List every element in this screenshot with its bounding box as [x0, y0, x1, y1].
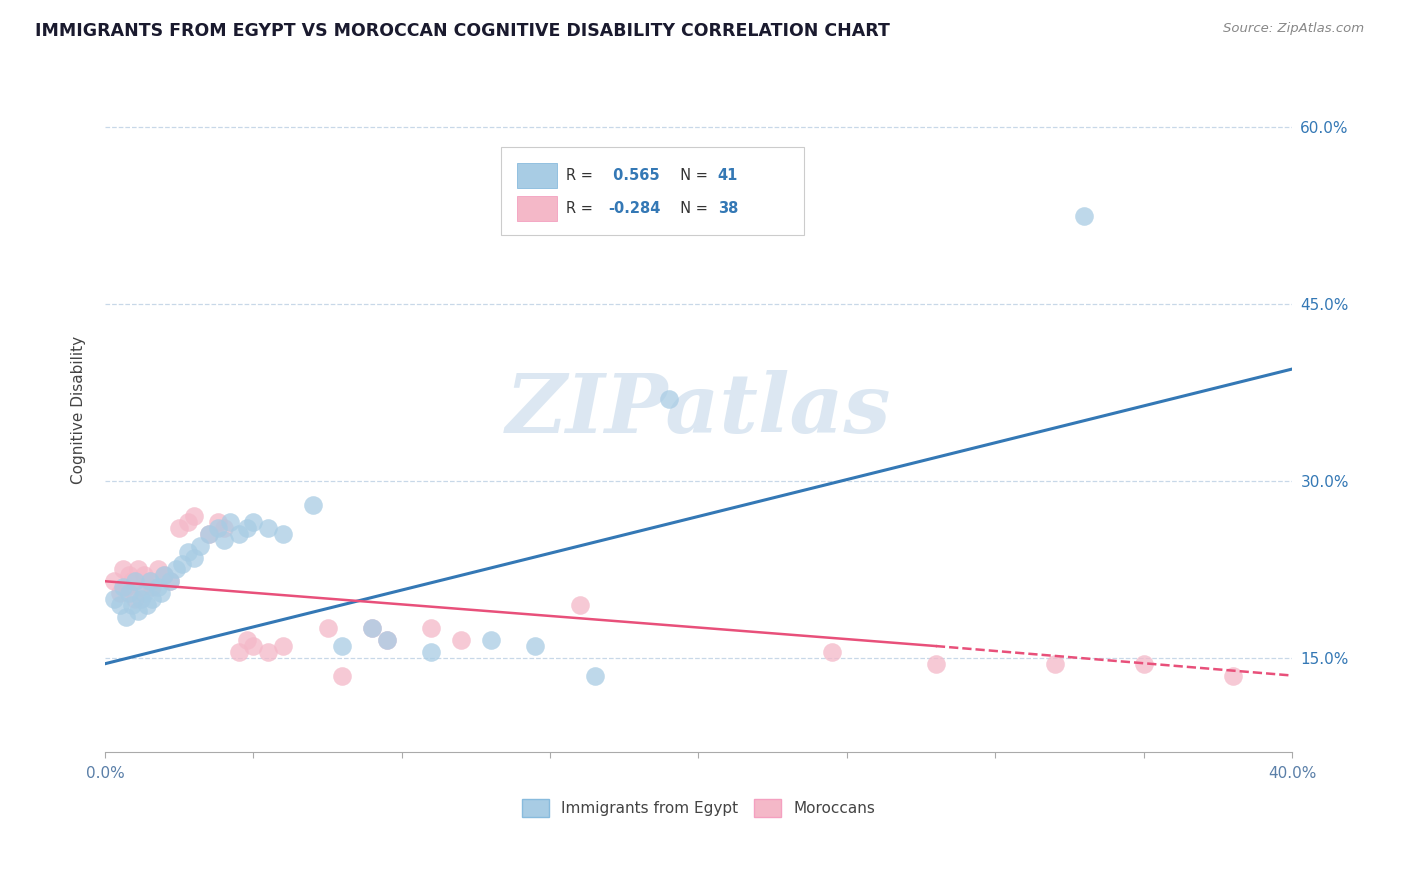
Point: [159, 574, 181, 589]
Point: [658, 392, 681, 406]
Point: [257, 645, 280, 659]
Point: [228, 527, 250, 541]
Point: [124, 574, 146, 589]
Point: [111, 580, 134, 594]
Point: [103, 574, 125, 589]
Point: [375, 633, 398, 648]
Point: [257, 521, 280, 535]
Text: Source: ZipAtlas.com: Source: ZipAtlas.com: [1223, 22, 1364, 36]
Text: 38: 38: [717, 201, 738, 216]
Point: [108, 598, 131, 612]
Point: [121, 574, 143, 589]
Point: [129, 591, 152, 606]
Point: [242, 639, 264, 653]
Point: [207, 516, 229, 530]
Y-axis label: Cognitive Disability: Cognitive Disability: [72, 336, 86, 484]
Point: [228, 645, 250, 659]
Point: [332, 668, 354, 682]
Point: [103, 591, 125, 606]
Point: [1043, 657, 1066, 671]
Text: N =: N =: [671, 201, 713, 216]
Point: [183, 550, 205, 565]
Point: [132, 586, 155, 600]
Point: [198, 527, 221, 541]
Point: [1073, 209, 1095, 223]
Point: [167, 521, 190, 535]
Text: IMMIGRANTS FROM EGYPT VS MOROCCAN COGNITIVE DISABILITY CORRELATION CHART: IMMIGRANTS FROM EGYPT VS MOROCCAN COGNIT…: [35, 22, 890, 40]
Point: [1222, 668, 1244, 682]
Point: [242, 516, 264, 530]
Text: R =: R =: [565, 168, 598, 183]
Point: [114, 580, 136, 594]
Point: [141, 580, 163, 594]
Point: [198, 527, 221, 541]
Point: [332, 639, 354, 653]
Point: [177, 545, 200, 559]
Point: [148, 580, 170, 594]
Point: [111, 562, 134, 576]
Point: [150, 586, 173, 600]
Point: [172, 557, 194, 571]
Point: [301, 498, 323, 512]
Point: [271, 527, 294, 541]
Point: [236, 521, 259, 535]
Point: [212, 533, 235, 547]
Point: [207, 521, 229, 535]
Point: [236, 633, 259, 648]
Point: [121, 598, 143, 612]
Point: [135, 598, 157, 612]
Point: [124, 591, 146, 606]
Point: [159, 574, 181, 589]
Point: [177, 516, 200, 530]
Point: [450, 633, 472, 648]
Text: 0.565: 0.565: [607, 168, 659, 183]
Point: [148, 562, 170, 576]
Point: [821, 645, 844, 659]
Point: [138, 574, 160, 589]
Point: [925, 657, 948, 671]
Point: [316, 621, 339, 635]
Point: [212, 521, 235, 535]
Point: [153, 568, 176, 582]
Point: [108, 586, 131, 600]
Point: [218, 516, 240, 530]
Point: [188, 539, 211, 553]
Point: [375, 633, 398, 648]
Point: [524, 639, 547, 653]
Point: [138, 574, 160, 589]
Text: 41: 41: [717, 168, 738, 183]
Point: [127, 604, 149, 618]
Point: [118, 586, 141, 600]
Point: [114, 609, 136, 624]
Text: N =: N =: [671, 168, 713, 183]
Point: [129, 580, 152, 594]
Point: [141, 591, 163, 606]
Point: [361, 621, 384, 635]
Point: [1132, 657, 1154, 671]
Point: [361, 621, 384, 635]
Point: [127, 562, 149, 576]
Text: -0.284: -0.284: [607, 201, 661, 216]
Point: [271, 639, 294, 653]
Text: R =: R =: [565, 201, 598, 216]
Text: ZIPatlas: ZIPatlas: [506, 370, 891, 450]
Point: [132, 568, 155, 582]
Point: [479, 633, 502, 648]
Point: [165, 562, 187, 576]
Point: [153, 568, 176, 582]
Point: [568, 598, 591, 612]
Point: [420, 621, 443, 635]
Point: [118, 568, 141, 582]
Point: [183, 509, 205, 524]
Legend: Immigrants from Egypt, Moroccans: Immigrants from Egypt, Moroccans: [516, 793, 882, 823]
Point: [420, 645, 443, 659]
Point: [583, 668, 606, 682]
